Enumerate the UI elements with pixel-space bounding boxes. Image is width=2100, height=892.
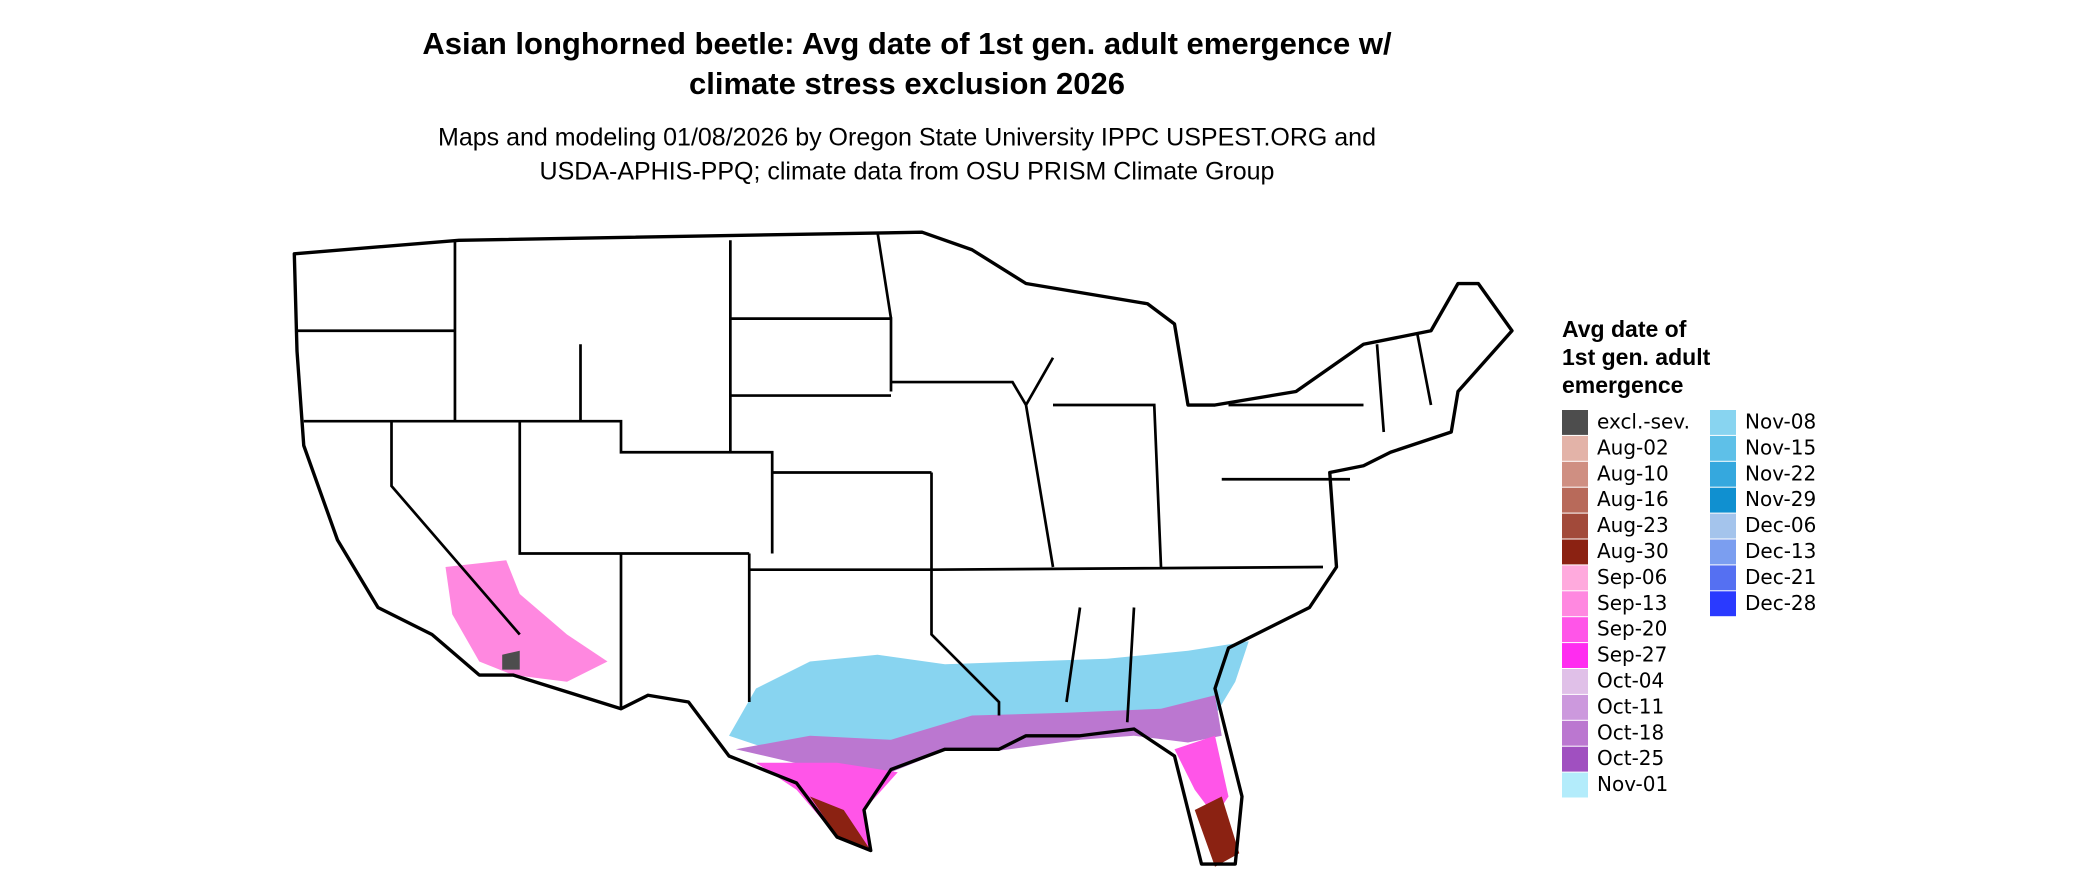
region-sep: [756, 735, 1229, 851]
region-oct: [735, 695, 1222, 773]
legend-label: Aug-02: [1597, 435, 1669, 459]
region-aug: [810, 796, 1240, 867]
legend-label: Aug-16: [1597, 487, 1669, 511]
legend-swatch: [1562, 539, 1588, 565]
legend-swatch: [1562, 461, 1588, 487]
legend-swatch: [1710, 591, 1736, 617]
legend-swatch: [1710, 410, 1736, 435]
legend-swatch: [1562, 694, 1588, 720]
legend-swatch: [1710, 539, 1736, 565]
legend-label: Nov-01: [1597, 772, 1668, 796]
legend-label: Nov-15: [1745, 435, 1816, 459]
legend-swatch: [1710, 461, 1736, 487]
legend-label: Sep-27: [1597, 643, 1667, 667]
legend-label: Dec-06: [1745, 513, 1816, 537]
legend-swatch: [1562, 746, 1588, 772]
legend-label: Nov-22: [1745, 461, 1816, 485]
legend: Avg date of 1st gen. adult emergence exc…: [1562, 316, 1816, 798]
legend-label: excl.-sev.: [1597, 409, 1690, 433]
legend-swatch: [1710, 435, 1736, 461]
legend-swatch: [1562, 772, 1588, 798]
legend-label: Oct-11: [1597, 694, 1664, 718]
subtitle: USDA-APHIS-PPQ; climate data from OSU PR…: [540, 158, 1275, 186]
legend-label: Aug-30: [1597, 539, 1669, 563]
legend-swatch: [1562, 513, 1588, 539]
legend-swatch: [1562, 643, 1588, 668]
legend-label: Oct-18: [1597, 720, 1664, 744]
legend-title: Avg date of: [1562, 316, 1687, 342]
region-nov: [729, 641, 1249, 770]
legend-label: Dec-21: [1745, 565, 1816, 589]
legend-label: Nov-08: [1745, 409, 1816, 433]
legend-swatch: [1710, 513, 1736, 539]
legend-swatch: [1710, 487, 1736, 513]
state-borders: [297, 231, 1433, 723]
legend-swatch: [1562, 617, 1588, 643]
legend-label: Aug-23: [1597, 513, 1669, 537]
legend-swatch: [1562, 720, 1588, 746]
legend-swatch: [1562, 565, 1588, 591]
legend-label: Sep-13: [1597, 591, 1667, 615]
legend-title: 1st gen. adult: [1562, 344, 1711, 370]
legend-label: Sep-20: [1597, 617, 1667, 641]
legend-label: Oct-25: [1597, 746, 1664, 770]
legend-swatch: [1562, 669, 1588, 694]
title: climate stress exclusion 2026: [689, 66, 1125, 101]
legend-label: Dec-28: [1745, 591, 1816, 615]
legend-label: Dec-13: [1745, 539, 1816, 563]
legend-swatch: [1562, 435, 1588, 461]
region-az: [445, 560, 608, 682]
legend-swatch: [1710, 565, 1736, 591]
legend-label: Nov-29: [1745, 487, 1816, 511]
title: Asian longhorned beetle: Avg date of 1st…: [422, 26, 1392, 61]
legend-swatch: [1562, 410, 1588, 435]
map: [292, 230, 1514, 867]
legend-swatch: [1562, 591, 1588, 617]
legend-title: emergence: [1562, 372, 1683, 398]
us-outline: [292, 230, 1514, 866]
legend-swatch: [1562, 487, 1588, 513]
legend-label: Aug-10: [1597, 461, 1669, 485]
region-excl: [502, 650, 520, 670]
legend-label: Sep-06: [1597, 565, 1667, 589]
subtitle: Maps and modeling 01/08/2026 by Oregon S…: [438, 124, 1376, 152]
legend-label: Oct-04: [1597, 668, 1664, 692]
